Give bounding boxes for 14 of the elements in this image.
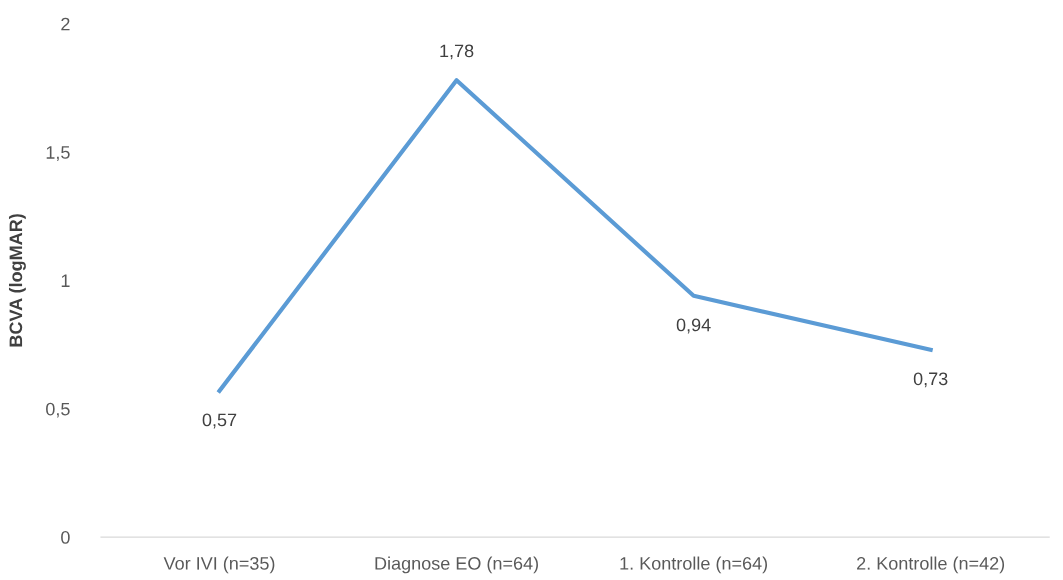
x-tick-label: Vor IVI (n=35)	[163, 556, 275, 574]
y-tick-label: 0	[61, 531, 70, 544]
x-tick-label: 1. Kontrolle (n=64)	[620, 556, 768, 574]
y-tick-label: 2	[61, 17, 70, 31]
y-tick-label: 0,5	[46, 402, 70, 418]
x-tick-label: Diagnose EO (n=64)	[375, 556, 538, 574]
y-tick-label: 1	[61, 274, 70, 287]
data-label: 0,94	[676, 318, 711, 334]
y-tick-label: 1,5	[46, 146, 70, 161]
data-label: 1,78	[440, 44, 474, 60]
x-tick-label: 2. Kontrolle (n=42)	[857, 556, 1005, 574]
data-label: 0,73	[913, 372, 948, 388]
data-label: 0,57	[202, 413, 237, 429]
y-axis-title: BCVA (logMAR)	[8, 214, 26, 347]
